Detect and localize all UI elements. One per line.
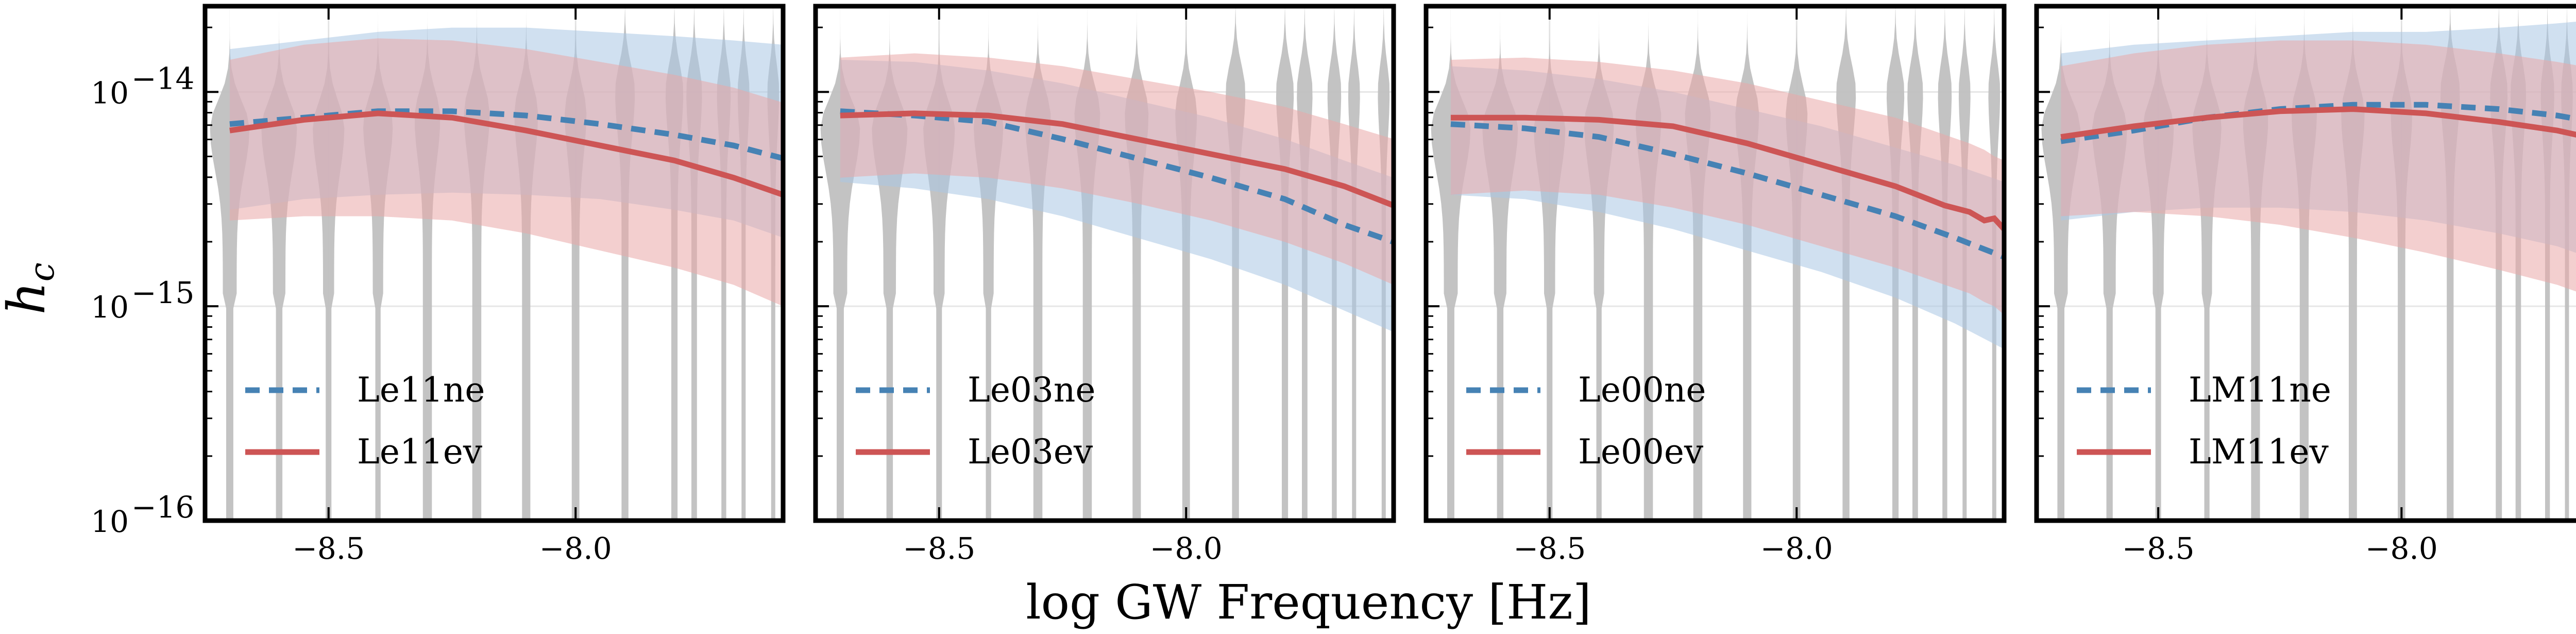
legend-label-Le00ne: Le00ne — [1578, 370, 1706, 410]
panel-4: LM11ne LM11ev −8.5 −8.0 — [2034, 4, 2576, 566]
violin — [1175, 6, 1197, 521]
band-LM11ev — [2061, 40, 2576, 292]
legend-label-Le03ne: Le03ne — [968, 370, 1095, 410]
band-Le11ev — [229, 38, 783, 307]
panel-3: Le00ne Le00ev −8.5 −8.0 — [1423, 4, 2007, 566]
x-axis-label: log GW Frequency [Hz] — [1026, 575, 1591, 630]
legend-label-Le11ev: Le11ev — [357, 432, 483, 472]
x-tick-label: −8.5 — [292, 531, 365, 566]
line-Le03ne — [840, 108, 1394, 245]
legend-label-Le00ev: Le00ev — [1578, 432, 1704, 472]
panel-plot-area — [816, 6, 1394, 521]
y-tick-label-exp: −15 — [131, 275, 194, 310]
line-LM11ev — [2060, 106, 2576, 140]
x-tick-label: −8.0 — [539, 531, 612, 566]
panel-plot-area — [2037, 6, 2576, 521]
x-tick-label: −8.5 — [1513, 531, 1586, 566]
panel-frame — [202, 4, 786, 523]
panel-plot-area — [205, 6, 783, 521]
x-tick-label: −8.5 — [2122, 531, 2195, 566]
y-axis-label-main: h — [0, 281, 57, 314]
y-axis-label-subscript: c — [22, 262, 62, 281]
line-Le00ne — [1450, 121, 2004, 260]
band-Le03ev — [840, 53, 1394, 285]
y-tick-label-exp: −14 — [131, 61, 194, 96]
line-Le03ev — [840, 110, 1394, 208]
line-Le00ev — [1450, 114, 2004, 231]
x-tick-label: −8.5 — [903, 531, 975, 566]
line-Le11ev — [229, 110, 783, 198]
legend-label-Le03ev: Le03ev — [968, 432, 1093, 472]
panel-frame — [813, 4, 1396, 523]
panel-2: Le03ne Le03ev −8.5 −8.0 — [813, 4, 1396, 566]
panel-frame — [2034, 4, 2576, 523]
legend-label-LM11ne: LM11ne — [2189, 370, 2331, 410]
panel-frame — [1423, 4, 2007, 523]
y-axis-label: hc — [0, 262, 62, 314]
y-tick-label: 10 — [91, 75, 129, 110]
violin — [1786, 6, 1808, 521]
panels: Le11ne Le11ev −8.5 −8.0 Le03ne Le03ev −8.5 −8.0… — [202, 4, 2576, 566]
panel-plot-area — [1426, 6, 2004, 521]
legend-label-LM11ev: LM11ev — [2189, 432, 2329, 472]
panel-1: Le11ne Le11ev −8.5 −8.0 — [202, 4, 786, 566]
violin — [1226, 6, 1246, 521]
y-tick-label: 10 — [91, 504, 129, 539]
y-tick-label-exp: −16 — [131, 490, 194, 525]
y-tick-label: 10 — [91, 290, 129, 325]
x-tick-label: −8.0 — [2365, 531, 2438, 566]
legend-label-Le11ne: Le11ne — [357, 370, 485, 410]
x-tick-label: −8.0 — [1150, 531, 1223, 566]
x-tick-label: −8.0 — [1760, 531, 1833, 566]
